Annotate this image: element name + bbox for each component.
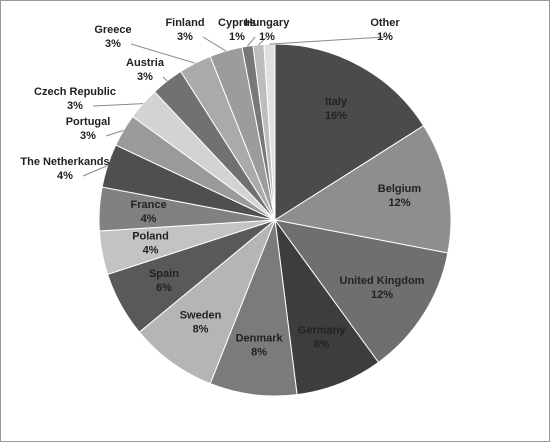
leader-line bbox=[247, 36, 256, 47]
slice-value-label: 8% bbox=[251, 347, 267, 359]
slice-value-label: 4% bbox=[143, 245, 159, 257]
slice-label: Finland bbox=[165, 17, 204, 29]
slice-label: Austria bbox=[126, 57, 165, 69]
slice-label: Portugal bbox=[66, 116, 111, 128]
slice-label: United Kingdom bbox=[340, 275, 425, 287]
slice-label: Germany bbox=[298, 325, 347, 337]
slice-value-label: 3% bbox=[67, 100, 83, 112]
slice-value-label: 3% bbox=[177, 31, 193, 43]
slice-value-label: 3% bbox=[137, 71, 153, 83]
slice-value-label: 12% bbox=[388, 197, 410, 209]
slice-label: France bbox=[130, 199, 166, 211]
slice-label: Spain bbox=[149, 268, 179, 280]
slice-label: Sweden bbox=[180, 309, 222, 321]
leader-line bbox=[269, 36, 386, 45]
pie-slice bbox=[138, 219, 276, 385]
slice-value-label: 12% bbox=[371, 289, 393, 301]
slice-value-label: 8% bbox=[193, 323, 209, 335]
slice-value-label: 1% bbox=[377, 31, 393, 43]
slice-value-label: 3% bbox=[105, 38, 121, 50]
slice-value-label: 4% bbox=[57, 170, 73, 182]
leader-line bbox=[130, 43, 196, 64]
slice-value-label: 8% bbox=[314, 339, 330, 351]
slice-label: Poland bbox=[132, 231, 169, 243]
slice-label: Belgium bbox=[378, 183, 422, 195]
slice-value-label: 16% bbox=[325, 110, 347, 122]
leader-line bbox=[258, 36, 268, 46]
slice-label: Other bbox=[370, 17, 400, 29]
leader-line bbox=[105, 129, 124, 137]
leader-line bbox=[162, 76, 168, 82]
leader-line bbox=[92, 103, 144, 107]
pie-slice bbox=[274, 43, 425, 221]
slice-label: Czech Republic bbox=[34, 86, 116, 98]
slice-value-label: 4% bbox=[141, 213, 157, 225]
slice-label: The Netherkands bbox=[20, 156, 109, 168]
slice-label: Denmark bbox=[236, 333, 284, 345]
slice-label: Cyprus bbox=[218, 17, 256, 29]
leader-line bbox=[202, 36, 227, 52]
slice-value-label: 1% bbox=[259, 31, 275, 43]
pie-slice bbox=[209, 219, 298, 397]
pie-slice bbox=[274, 219, 380, 396]
slice-label: Italy bbox=[325, 96, 348, 108]
pie-slice bbox=[273, 125, 452, 254]
slice-label: Greece bbox=[94, 24, 131, 36]
slice-label: Hungary bbox=[245, 17, 291, 29]
slice-value-label: 1% bbox=[229, 31, 245, 43]
leader-line bbox=[82, 165, 108, 177]
pie-slice bbox=[273, 219, 449, 364]
slice-value-label: 6% bbox=[156, 282, 172, 294]
slice-value-label: 3% bbox=[80, 130, 96, 142]
